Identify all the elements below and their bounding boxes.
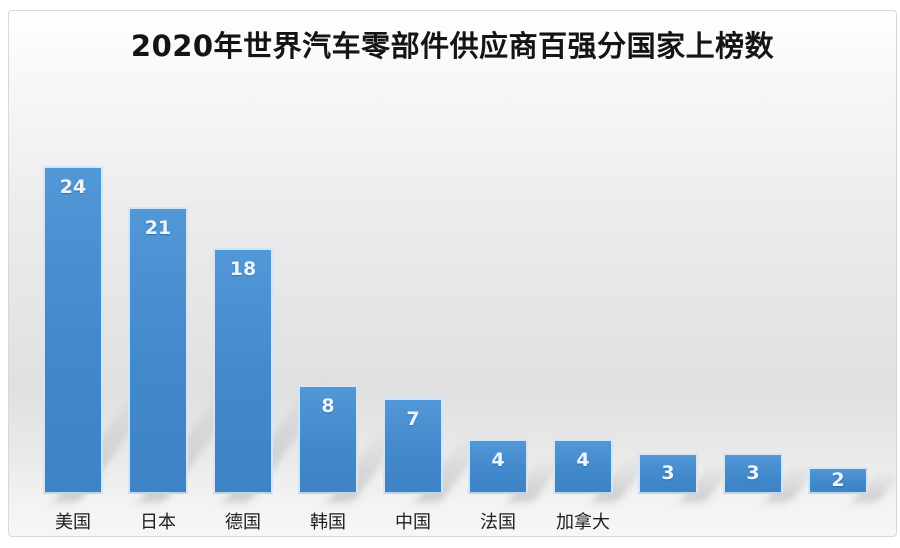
bar-韩国: 8	[298, 385, 358, 494]
bar-value-label: 24	[59, 176, 87, 198]
bar-value-label: 3	[746, 462, 760, 484]
category-label-日本: 日本	[140, 512, 176, 533]
category-label-中国: 中国	[395, 512, 431, 533]
chart-title: 2020年世界汽车零部件供应商百强分国家上榜数	[130, 29, 775, 63]
bar-德国: 18	[213, 248, 273, 494]
category-label-加拿大: 加拿大	[556, 512, 610, 533]
bar-美国: 24	[43, 166, 103, 494]
bar-中国: 7	[383, 398, 443, 494]
bar-value-label: 18	[229, 258, 257, 280]
category-label-法国: 法国	[480, 512, 516, 533]
plot-area: 24 美国 21 日本 18 德国 8 韩国 7 中国 4 法国 4 加拿大 3 3 2	[9, 11, 896, 536]
category-label-德国: 德国	[225, 512, 261, 533]
bar-法国: 4	[468, 439, 528, 494]
bar-value-label: 3	[661, 462, 675, 484]
bar-rank-8: 3	[638, 453, 698, 494]
category-label-美国: 美国	[55, 512, 91, 533]
bar-value-label: 2	[831, 469, 845, 491]
bar-value-label: 4	[491, 449, 505, 471]
bar-rank-9: 3	[723, 453, 783, 494]
chart-frame: 2020年世界汽车零部件供应商百强分国家上榜数 24 美国 21 日本 18 德国 8 韩国 7…	[8, 10, 897, 537]
bar-value-label: 7	[406, 408, 420, 430]
category-label-韩国: 韩国	[310, 512, 346, 533]
bar-加拿大: 4	[553, 439, 613, 494]
bar-value-label: 4	[576, 449, 590, 471]
bar-value-label: 8	[321, 395, 335, 417]
bar-value-label: 21	[144, 217, 172, 239]
bar-rank-10: 2	[808, 467, 868, 494]
bar-日本: 21	[128, 207, 188, 494]
